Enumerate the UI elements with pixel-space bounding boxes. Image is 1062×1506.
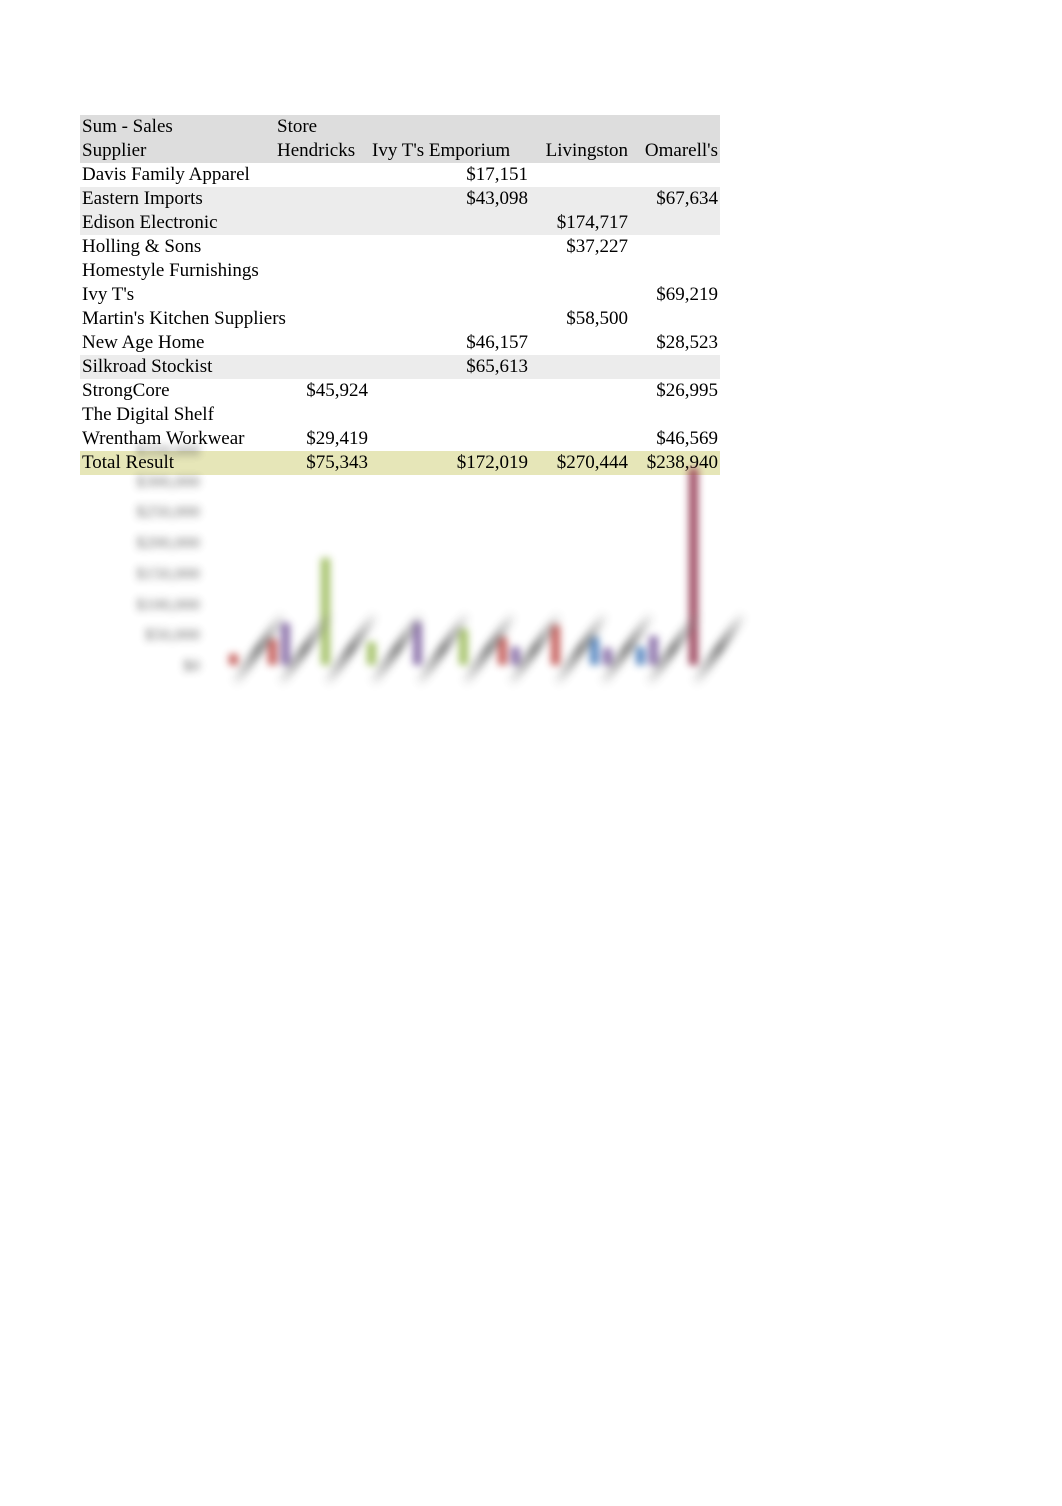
supplier-cell: Holling & Sons [80, 235, 275, 259]
value-cell [630, 259, 720, 283]
value-cell: $65,613 [370, 355, 530, 379]
value-cell: $46,569 [630, 427, 720, 451]
value-cell: $58,500 [530, 307, 630, 331]
y-tick-label: $350,000 [80, 441, 200, 461]
supplier-cell: Martin's Kitchen Suppliers [80, 307, 275, 331]
value-cell: $29,419 [275, 427, 370, 451]
supplier-cell: StrongCore [80, 379, 275, 403]
value-cell [275, 403, 370, 427]
value-cell [275, 163, 370, 187]
value-cell [370, 379, 530, 403]
supplier-cell: Eastern Imports [80, 187, 275, 211]
value-cell: $26,995 [630, 379, 720, 403]
value-cell [275, 307, 370, 331]
value-cell: $28,523 [630, 331, 720, 355]
pivot-table-region: Sum - SalesStoreSupplierHendricksIvy T's… [80, 115, 720, 475]
column-header: Ivy T's Emporium [370, 139, 530, 163]
chart-bar [636, 647, 645, 665]
chart-bar [459, 629, 468, 665]
value-cell [630, 403, 720, 427]
value-cell [630, 307, 720, 331]
supplier-cell: Homestyle Furnishings [80, 259, 275, 283]
value-cell [530, 427, 630, 451]
supplier-cell: New Age Home [80, 331, 275, 355]
y-tick-label: $50,000 [80, 625, 200, 645]
chart-bar [649, 636, 658, 665]
chart-bar [281, 623, 290, 665]
value-cell [530, 355, 630, 379]
value-cell [275, 283, 370, 307]
pivot-table: Sum - SalesStoreSupplierHendricksIvy T's… [80, 115, 720, 475]
column-header: Hendricks [275, 139, 370, 163]
value-cell [275, 235, 370, 259]
value-cell: $174,717 [530, 211, 630, 235]
chart-bar [689, 468, 698, 665]
store-header: Store [275, 115, 370, 139]
value-cell: $45,924 [275, 379, 370, 403]
value-cell [530, 379, 630, 403]
value-cell [275, 259, 370, 283]
value-cell [275, 355, 370, 379]
y-tick-label: $200,000 [80, 533, 200, 553]
value-cell: $43,098 [370, 187, 530, 211]
value-cell [630, 235, 720, 259]
value-cell [370, 403, 530, 427]
column-header: Omarell's [630, 139, 720, 163]
y-tick-label: $300,000 [80, 472, 200, 492]
value-cell [370, 235, 530, 259]
value-cell [275, 211, 370, 235]
supplier-cell: Edison Electronic [80, 211, 275, 235]
value-cell [370, 259, 530, 283]
value-cell [530, 187, 630, 211]
value-cell: $69,219 [630, 283, 720, 307]
x-axis-labels [210, 675, 715, 825]
sales-bar-chart: $350,000$300,000$250,000$200,000$150,000… [80, 450, 720, 830]
chart-bar [229, 654, 238, 665]
value-cell: $46,157 [370, 331, 530, 355]
value-cell [370, 307, 530, 331]
value-cell [530, 331, 630, 355]
y-tick-label: $250,000 [80, 502, 200, 522]
y-tick-label: $150,000 [80, 564, 200, 584]
supplier-cell: The Digital Shelf [80, 403, 275, 427]
value-cell [275, 187, 370, 211]
value-cell: $17,151 [370, 163, 530, 187]
value-cell [530, 403, 630, 427]
value-cell [630, 355, 720, 379]
corner-cell: Sum - Sales [80, 115, 275, 139]
supplier-cell: Silkroad Stockist [80, 355, 275, 379]
value-cell [530, 163, 630, 187]
value-cell [530, 283, 630, 307]
y-tick-label: $100,000 [80, 595, 200, 615]
value-cell: $37,227 [530, 235, 630, 259]
value-cell [630, 211, 720, 235]
supplier-cell: Ivy T's [80, 283, 275, 307]
supplier-header: Supplier [80, 139, 275, 163]
value-cell [275, 331, 370, 355]
value-cell [370, 211, 530, 235]
column-header: Livingston [530, 139, 630, 163]
value-cell [370, 283, 530, 307]
value-cell [370, 427, 530, 451]
chart-bar [367, 642, 376, 665]
supplier-cell: Davis Family Apparel [80, 163, 275, 187]
y-tick-label: $0 [80, 656, 200, 676]
value-cell [530, 259, 630, 283]
value-cell: $67,634 [630, 187, 720, 211]
value-cell [630, 163, 720, 187]
